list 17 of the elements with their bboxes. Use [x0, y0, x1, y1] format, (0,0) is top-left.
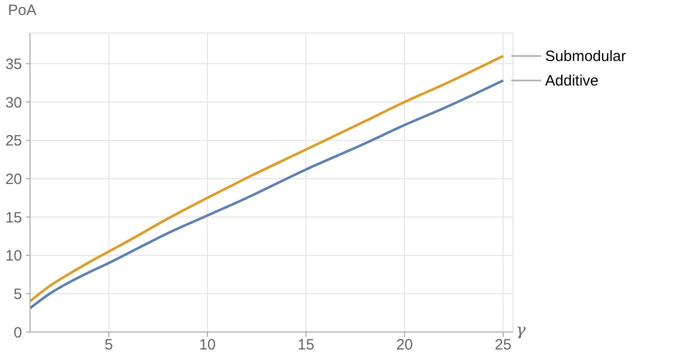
y-axis-title: PoA	[8, 2, 36, 19]
y-tick-label: 0	[14, 324, 22, 342]
x-tick-label: 15	[298, 336, 314, 354]
y-tick-label: 30	[5, 94, 22, 112]
y-tick-label: 5	[14, 286, 22, 303]
x-axis-title: γ	[516, 320, 526, 339]
y-tick-label: 10	[5, 248, 22, 265]
y-tick-label: 15	[5, 209, 22, 226]
y-tick-label: 25	[5, 132, 22, 150]
x-tick-label: 10	[199, 336, 216, 354]
x-tick-label: 25	[494, 336, 512, 354]
y-tick-label: 35	[5, 56, 22, 73]
y-tick-label: 20	[5, 170, 22, 188]
x-tick-label: 5	[104, 336, 114, 354]
x-tick-label: 20	[396, 336, 413, 354]
text: Submodular	[545, 48, 626, 65]
text: Additive	[545, 72, 599, 90]
